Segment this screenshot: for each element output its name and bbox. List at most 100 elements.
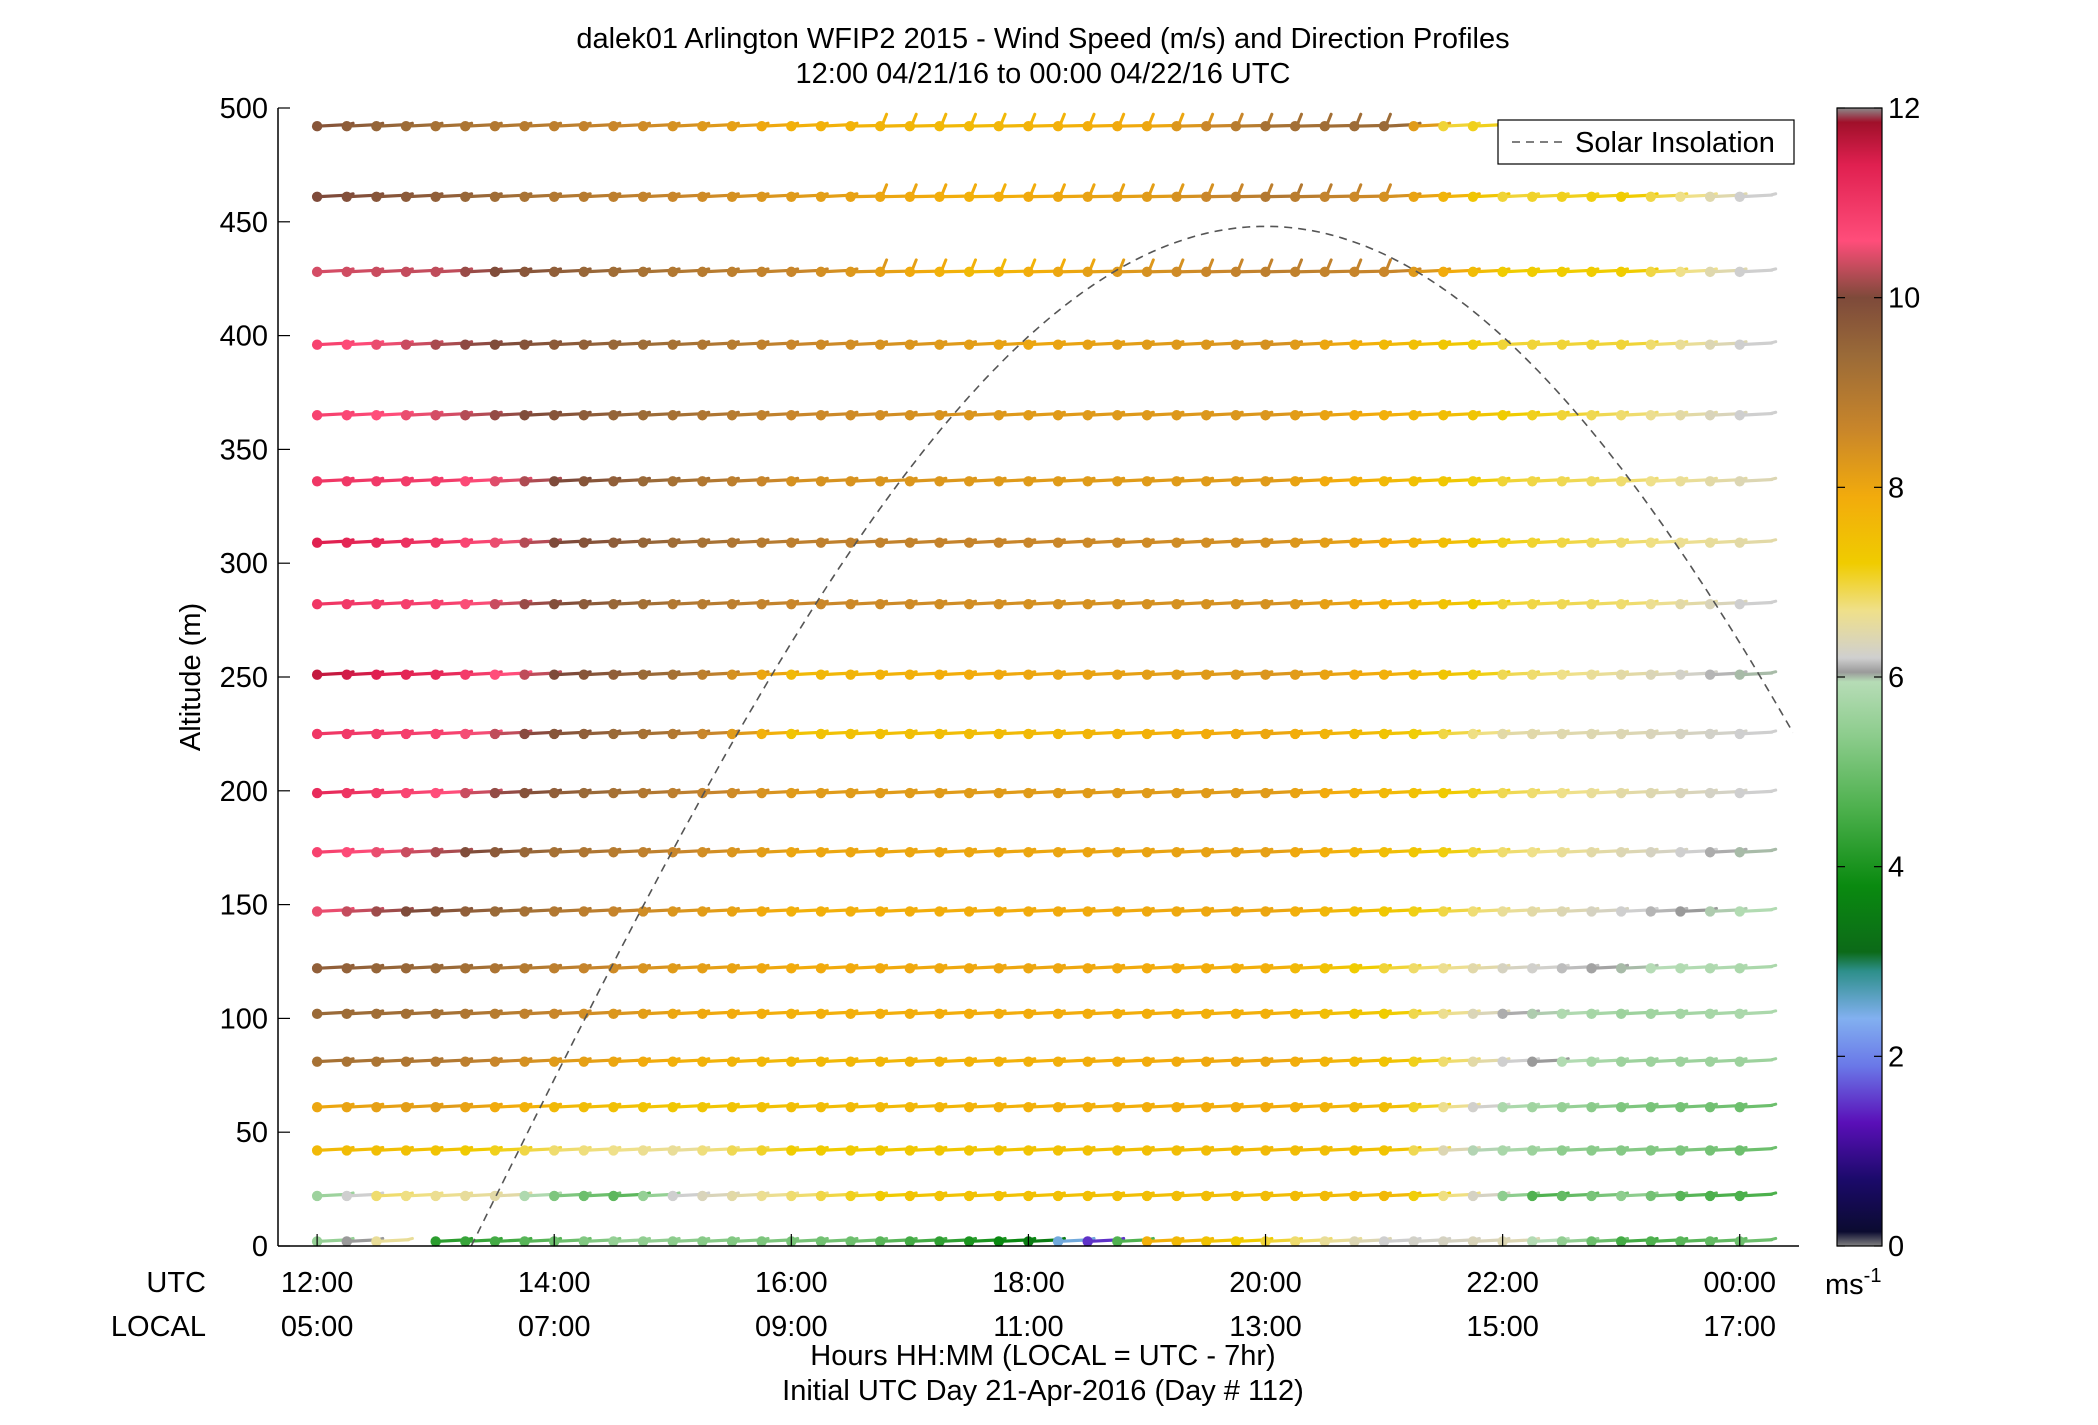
wind-barb-point [1082, 847, 1093, 858]
wind-barb-point [1438, 728, 1449, 740]
wind-barb-point [1230, 906, 1242, 917]
wind-barb-point [875, 266, 886, 278]
wind-barb-point [1141, 537, 1153, 548]
wind-barb-point [1675, 1236, 1686, 1247]
wind-barb-point [578, 537, 590, 548]
wind-barb-point [519, 847, 530, 858]
wind-barb-point [1645, 191, 1657, 202]
wind-barb-point [1112, 906, 1123, 917]
wind-barb-point [578, 191, 590, 202]
wind-barb-point [1171, 339, 1182, 350]
wind-barb-point [430, 1190, 441, 1202]
legend: Solar Insolation [1497, 119, 1795, 165]
wind-barb-point [1556, 476, 1568, 487]
wind-barb-point [875, 410, 886, 421]
wind-barb-point [993, 1008, 1004, 1020]
wind-barb-point [1645, 906, 1657, 917]
wind-barb-point [1230, 1056, 1242, 1067]
wind-barb-point [815, 191, 827, 202]
wind-barb-point [1260, 537, 1271, 548]
wind-barb-point [1112, 191, 1123, 202]
wind-barb-point [1408, 598, 1419, 610]
wind-barb-point [1378, 191, 1390, 202]
wind-barb-point [519, 1101, 530, 1113]
wind-barb-point [430, 1056, 441, 1067]
wind-barb-point [1467, 121, 1479, 132]
wind-barb-point [341, 1008, 352, 1020]
wind-barb-point [697, 1101, 708, 1113]
wind-barb-flag [1770, 788, 1778, 793]
wind-barb-point [1675, 1145, 1686, 1156]
wind-barb-point [904, 1236, 916, 1247]
wind-barb-point [1615, 191, 1627, 202]
wind-barb-point [430, 669, 441, 680]
x-tick-label-utc: 12:00 [281, 1267, 354, 1299]
wind-barb-point [875, 1008, 886, 1020]
wind-barb-point [1230, 266, 1242, 278]
colorbar-tick-label: 12 [1888, 93, 1920, 125]
wind-barb-point [993, 410, 1004, 421]
wind-barb-point [1230, 191, 1242, 202]
wind-barb-point [549, 669, 560, 680]
wind-barb-point [667, 410, 678, 421]
wind-barb-point [875, 476, 886, 487]
wind-barb-point [904, 598, 916, 610]
wind-barb-point [786, 339, 797, 350]
wind-barb-point [1289, 1101, 1301, 1113]
wind-barb-point [549, 1145, 560, 1156]
wind-barb-point [1260, 1056, 1271, 1067]
wind-barb-point [430, 121, 441, 132]
wind-barb-point [578, 266, 590, 278]
wind-barb-point [549, 339, 560, 350]
wind-barb-point [815, 598, 827, 610]
wind-barb-point [1378, 728, 1390, 740]
wind-barb-point [1378, 906, 1390, 917]
wind-barb-point [1645, 728, 1657, 740]
wind-barb-point [756, 787, 767, 799]
wind-barb-point [1556, 787, 1568, 799]
wind-barb-point [756, 963, 767, 974]
wind-barb-point [1704, 191, 1716, 202]
wind-barb-point [1349, 410, 1360, 421]
wind-barb-point [875, 906, 886, 917]
wind-barb-point [311, 121, 323, 132]
wind-barb-point [519, 537, 530, 548]
wind-barb-point [1349, 1236, 1360, 1247]
wind-barb-flag [1770, 538, 1778, 543]
y-tick-label: 50 [236, 1117, 268, 1149]
wind-barb-point [934, 669, 945, 680]
wind-barb-point [786, 121, 797, 132]
colorbar-tick-label: 0 [1888, 1231, 1904, 1263]
wind-barb-point [371, 537, 382, 548]
wind-barb-point [341, 410, 352, 421]
wind-barb-point [1230, 1145, 1242, 1156]
wind-barb-point [845, 669, 856, 680]
wind-barb-shaft [1738, 539, 1774, 545]
wind-barb-point [1319, 669, 1330, 680]
wind-barb-point [1645, 963, 1657, 974]
wind-barb-flag [406, 1236, 414, 1241]
wind-barb-point [1023, 787, 1034, 799]
wind-barb-point [963, 410, 975, 421]
wind-barb-shaft [1738, 1103, 1774, 1109]
wind-barb-point [697, 339, 708, 350]
wind-barb-point [1645, 1101, 1657, 1113]
wind-barb-point [608, 1101, 619, 1113]
wind-barb-flag [1770, 192, 1778, 197]
wind-barb-point [786, 787, 797, 799]
wind-barb-flag [1770, 1102, 1778, 1107]
wind-barb-point [1675, 728, 1686, 740]
wind-barb-flag [1770, 599, 1778, 604]
wind-barb-point [875, 963, 886, 974]
wind-barb-point [726, 906, 738, 917]
wind-barb-point [1645, 410, 1657, 421]
wind-barb-point [489, 1101, 501, 1113]
wind-barb-point [697, 787, 708, 799]
wind-barb-point [1645, 1190, 1657, 1202]
wind-barb-point [726, 339, 738, 350]
wind-barb-point [726, 598, 738, 610]
wind-barb-point [1408, 728, 1419, 740]
wind-barb-point [1586, 476, 1597, 487]
wind-barb-point [1467, 266, 1479, 278]
wind-barb-point [993, 121, 1004, 132]
